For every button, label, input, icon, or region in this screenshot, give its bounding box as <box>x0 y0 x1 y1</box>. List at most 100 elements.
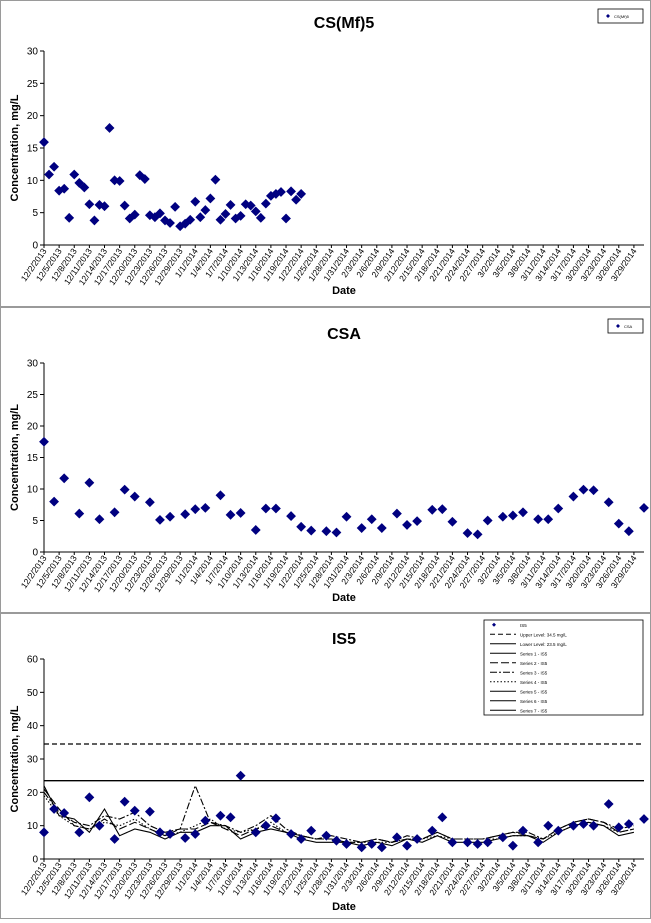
data-point <box>260 820 271 831</box>
series-line <box>43 788 635 843</box>
data-point <box>165 511 175 522</box>
data-point <box>482 515 493 526</box>
data-point <box>508 840 518 851</box>
legend-marker <box>606 14 610 18</box>
data-point <box>568 820 579 831</box>
data-point <box>139 174 150 184</box>
data-point <box>568 491 579 502</box>
data-point <box>321 830 332 841</box>
y-tick-label: 40 <box>27 721 39 732</box>
data-point <box>472 839 483 849</box>
y-tick-label: 30 <box>27 47 39 58</box>
data-point <box>286 829 296 839</box>
legend-label: Series 3 - IS5 <box>520 670 548 675</box>
chart-is5: IS5010203040506012/2/201312/5/201312/8/2… <box>9 619 649 913</box>
data-point <box>220 209 231 219</box>
data-point <box>412 516 423 527</box>
chart-cs-mf5: CS(Mf)505101520253012/2/201312/5/201312/… <box>9 8 644 297</box>
data-point <box>114 176 125 186</box>
data-point <box>190 829 201 839</box>
data-point <box>200 815 211 826</box>
data-point <box>402 840 412 851</box>
data-point <box>215 214 226 225</box>
y-tick-label: 10 <box>27 485 39 496</box>
data-point <box>49 804 59 814</box>
data-point <box>99 201 110 212</box>
data-point <box>341 511 352 522</box>
y-tick-label: 25 <box>27 79 39 90</box>
y-tick-label: 0 <box>32 855 38 866</box>
data-point <box>94 514 105 525</box>
data-point <box>74 178 85 188</box>
data-point <box>623 819 634 829</box>
legend-box <box>607 318 644 334</box>
data-point <box>225 509 236 520</box>
data-point <box>402 520 412 530</box>
data-point <box>613 518 624 529</box>
data-point <box>260 198 271 209</box>
data-point <box>296 189 307 199</box>
data-point <box>356 523 367 533</box>
data-point <box>533 514 544 525</box>
data-point <box>482 837 493 848</box>
y-tick-label: 0 <box>32 241 38 252</box>
data-point <box>119 796 130 807</box>
data-point <box>235 210 246 221</box>
legend-label: Series 2 - IS5 <box>520 661 548 666</box>
data-point <box>119 200 130 211</box>
legend-marker <box>492 622 496 627</box>
data-point <box>185 214 196 225</box>
data-point <box>144 806 155 817</box>
data-point <box>200 502 211 513</box>
data-point <box>286 511 296 521</box>
data-point <box>144 497 155 508</box>
y-tick-label: 30 <box>27 359 39 370</box>
y-tick-label: 60 <box>27 655 39 666</box>
y-tick-label: 30 <box>27 755 39 766</box>
data-point <box>200 205 211 215</box>
data-point <box>104 123 115 133</box>
y-axis-label: Concentration, mg/L <box>9 404 21 511</box>
data-point <box>578 484 589 495</box>
data-point <box>447 516 458 527</box>
legend-box <box>597 8 644 24</box>
data-point <box>376 842 387 853</box>
data-point <box>190 504 201 515</box>
data-point <box>639 814 649 824</box>
data-point <box>497 511 508 522</box>
data-point <box>109 834 120 844</box>
y-tick-label: 15 <box>27 144 39 155</box>
x-axis-label: Date <box>332 901 356 913</box>
data-point <box>306 825 317 836</box>
data-point <box>296 834 307 844</box>
data-point <box>392 508 402 519</box>
data-point <box>129 805 140 816</box>
data-point <box>165 218 175 228</box>
y-tick-label: 20 <box>27 788 39 799</box>
data-point <box>109 507 120 518</box>
legend-label: CS(Mf)5 <box>614 14 630 19</box>
data-point <box>69 169 80 180</box>
data-point <box>74 508 85 519</box>
data-point <box>39 436 49 447</box>
data-point <box>603 497 614 508</box>
chart-panel-cs-mf5: CS(Mf)5 0 5 10 15 20 25 30 12/2/2013 12/5/2013 12/… <box>0 0 651 307</box>
data-point <box>553 825 564 836</box>
data-point <box>235 770 246 781</box>
data-point <box>639 502 649 513</box>
y-tick-label: 5 <box>32 208 38 219</box>
legend-marker <box>616 324 620 328</box>
data-point <box>89 215 100 226</box>
chart-title: CSA <box>327 326 361 343</box>
y-tick-label: 20 <box>27 422 39 433</box>
data-point <box>94 199 105 210</box>
data-point <box>225 812 236 823</box>
data-point <box>306 525 317 536</box>
series-line <box>43 785 635 847</box>
data-point <box>250 525 261 535</box>
y-axis-label: Concentration, mg/L <box>9 705 21 812</box>
legend-label: CSA <box>624 324 633 329</box>
data-point <box>321 526 332 537</box>
data-point <box>59 808 70 818</box>
data-point <box>508 510 518 521</box>
